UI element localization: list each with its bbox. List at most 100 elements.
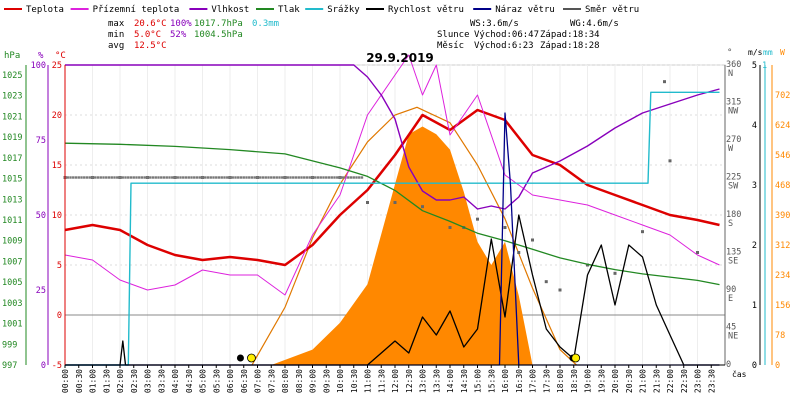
axis-tick-time: 23:00: [694, 369, 703, 393]
wind-direction-point: [531, 238, 534, 242]
wind-direction-point: [297, 176, 300, 179]
wind-direction-point: [253, 176, 256, 179]
stat-label: Měsíc: [437, 41, 464, 51]
axis-tick-ms: 3: [752, 181, 757, 191]
wind-direction-point: [286, 176, 289, 179]
axis-tick-mm: 1: [762, 61, 767, 71]
wind-direction-point: [206, 176, 210, 179]
axis-tick-hpa: 999: [2, 340, 17, 350]
wind-direction-point: [261, 176, 265, 179]
wind-direction-point: [613, 271, 617, 275]
wind-direction-point: [503, 226, 507, 229]
stat-value: Východ:06:47: [474, 30, 539, 40]
wind-direction-point: [358, 176, 361, 179]
wind-direction-point: [173, 176, 177, 179]
axis-title-deg: °: [727, 48, 732, 58]
axis-tick-hpa: 1025: [2, 71, 22, 81]
wind-direction-point: [308, 176, 311, 179]
axis-tick-time: 14:00: [446, 369, 455, 393]
axis-tick-dir: N: [728, 69, 733, 79]
wind-direction-point: [179, 176, 182, 179]
axis-tick-time: 04:30: [185, 369, 194, 393]
axis-tick-time: 18:00: [556, 369, 565, 393]
theoretical-radiation-line: [251, 106, 577, 366]
axis-tick-degc: 10: [52, 211, 62, 221]
wind-direction-point: [347, 176, 350, 179]
axis-tick-time: 04:00: [171, 369, 180, 393]
wind-direction-point: [663, 80, 666, 84]
wind-direction-point: [558, 288, 562, 292]
axis-tick-deg: 225: [726, 173, 741, 183]
wind-direction-point: [138, 176, 141, 179]
axis-tick-time: 17:30: [542, 369, 551, 393]
wind-direction-point: [121, 176, 124, 179]
axis-title-hpa: hPa: [4, 51, 20, 61]
axis-tick-time: 00:00: [61, 369, 70, 393]
stat-value: 52%: [170, 30, 187, 40]
wind-direction-point: [352, 176, 355, 179]
legend-entry: Tlak: [278, 5, 300, 15]
axis-title-degc: °C: [55, 51, 66, 61]
wind-direction-point: [94, 176, 97, 179]
wind-direction-point: [264, 176, 267, 179]
stat-value: 12.5°C: [134, 41, 167, 51]
axis-tick-hpa: 1015: [2, 175, 22, 185]
wind-direction-point: [283, 176, 287, 179]
axis-tick-w: 312: [775, 241, 790, 251]
axis-tick-hpa: 997: [2, 361, 17, 371]
stat-value: 0.3mm: [252, 19, 279, 29]
wind-direction-point: [151, 176, 155, 179]
wind-direction-point: [239, 176, 243, 179]
wind-direction-point: [149, 176, 152, 179]
wind-direction-point: [66, 176, 69, 179]
wind-direction-point: [330, 176, 333, 179]
axis-tick-time: 05:30: [212, 369, 221, 393]
wind-direction-point: [165, 176, 168, 179]
wind-direction-point: [223, 176, 226, 179]
wind-direction-point: [250, 176, 254, 179]
wind-direction-point: [74, 176, 78, 179]
axis-tick-time: 03:00: [144, 369, 153, 393]
series-line-tlak: [64, 142, 720, 286]
axis-title-time: čas: [732, 369, 747, 379]
axis-tick-degc: -5: [52, 361, 62, 371]
stat-value: 1004.5hPa: [194, 30, 243, 40]
axis-tick-time: 15:00: [474, 369, 483, 393]
series-line-vlhkost: [65, 64, 720, 210]
axis-tick-hpa: 1001: [2, 320, 22, 330]
axis-tick-time: 21:00: [639, 369, 648, 393]
axis-tick-time: 17:00: [529, 369, 538, 393]
wind-direction-point: [641, 230, 644, 234]
stat-value: WS:3.6m/s: [470, 19, 519, 29]
wind-direction-point: [256, 176, 259, 179]
axis-tick-degc: 20: [52, 111, 62, 121]
series-line-rychlost-v-tru: [65, 214, 720, 366]
axis-tick-pct: 25: [36, 286, 46, 296]
chart-title: 29.9.2019: [366, 51, 434, 65]
stat-value: Západ:18:28: [540, 41, 600, 51]
stat-label: min: [108, 30, 124, 40]
wind-direction-point: [292, 176, 295, 179]
wind-direction-point: [245, 176, 248, 179]
axis-tick-time: 06:00: [226, 369, 235, 393]
axis-tick-time: 21:30: [652, 369, 661, 393]
wind-direction-point: [217, 176, 221, 179]
axis-tick-deg: 315: [726, 98, 741, 108]
series-line-teplota: [64, 108, 720, 267]
axis-tick-time: 14:30: [460, 369, 469, 393]
axis-tick-dir: SW: [728, 182, 739, 192]
axis-tick-dir: NW: [728, 107, 739, 117]
axis-tick-time: 11:00: [364, 369, 373, 393]
axis-tick-w: 234: [775, 271, 790, 281]
axis-tick-deg: 45: [726, 323, 736, 333]
wind-direction-point: [105, 176, 108, 179]
wind-direction-point: [228, 176, 232, 179]
wind-direction-point: [341, 176, 344, 179]
wind-direction-point: [209, 176, 212, 179]
axis-tick-hpa: 1021: [2, 112, 22, 122]
wind-direction-point: [168, 176, 171, 179]
sunset-icon: [571, 353, 581, 363]
axis-tick-w: 390: [775, 211, 790, 221]
wind-direction-point: [248, 176, 251, 179]
